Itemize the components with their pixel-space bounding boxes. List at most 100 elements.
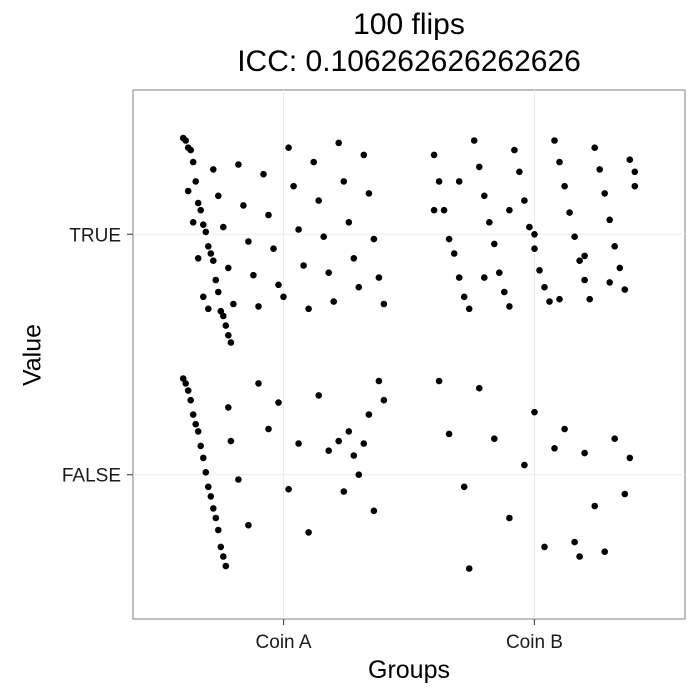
- data-point: [340, 178, 348, 185]
- data-point: [189, 158, 197, 166]
- data-point: [561, 182, 568, 190]
- data-point: [365, 411, 373, 418]
- data-point: [465, 565, 473, 572]
- data-point: [325, 447, 333, 455]
- data-point: [202, 469, 210, 476]
- data-point: [556, 295, 563, 303]
- data-point: [581, 449, 588, 457]
- data-point: [626, 454, 634, 462]
- data-point: [516, 168, 523, 176]
- data-point: [496, 269, 503, 277]
- data-point: [551, 445, 558, 452]
- plot-panel: [132, 89, 686, 620]
- data-point: [270, 245, 277, 252]
- data-point: [501, 288, 508, 296]
- data-point: [581, 252, 588, 260]
- data-point: [611, 243, 618, 250]
- data-point: [531, 245, 538, 252]
- data-point: [571, 538, 578, 546]
- data-point: [200, 293, 207, 301]
- data-point: [621, 286, 629, 293]
- data-point: [531, 231, 538, 238]
- data-point: [460, 483, 468, 491]
- data-point: [205, 483, 212, 491]
- data-point: [450, 250, 458, 257]
- data-point: [591, 502, 598, 510]
- data-point: [380, 396, 388, 404]
- data-point: [227, 437, 235, 445]
- data-point: [207, 493, 215, 500]
- data-point: [460, 293, 468, 301]
- data-point: [546, 298, 553, 305]
- y-axis-label: Value: [18, 323, 47, 387]
- data-point: [250, 271, 257, 279]
- data-point: [526, 223, 533, 231]
- data-point: [430, 151, 438, 159]
- data-point: [210, 166, 217, 173]
- data-point: [481, 192, 488, 200]
- data-point: [506, 206, 513, 214]
- data-point: [275, 399, 282, 406]
- data-point: [265, 425, 272, 433]
- x-tick-label: Coin B: [506, 632, 563, 653]
- data-point: [210, 505, 217, 512]
- data-point: [521, 197, 528, 204]
- data-point: [197, 442, 204, 450]
- data-point: [541, 543, 548, 551]
- data-point: [194, 428, 202, 435]
- data-point: [255, 380, 262, 387]
- data-point: [631, 168, 639, 176]
- data-point: [350, 254, 358, 262]
- data-point: [435, 377, 443, 385]
- data-point: [245, 521, 252, 529]
- data-point: [631, 182, 639, 190]
- data-point: [601, 190, 608, 197]
- data-point: [215, 288, 222, 296]
- data-point: [184, 387, 192, 394]
- data-point: [260, 170, 267, 178]
- data-point: [455, 274, 463, 281]
- data-point: [561, 425, 568, 433]
- data-point: [481, 274, 488, 281]
- data-point: [280, 293, 287, 301]
- data-point: [315, 197, 323, 204]
- data-point: [187, 396, 194, 404]
- x-axis-label: Groups: [368, 656, 450, 684]
- data-point: [551, 137, 558, 144]
- data-point: [531, 408, 538, 416]
- data-point: [445, 430, 453, 438]
- data-point: [189, 411, 197, 418]
- data-point: [355, 283, 363, 291]
- data-point: [375, 274, 383, 281]
- data-point: [192, 178, 199, 185]
- data-point: [455, 178, 463, 185]
- data-point: [345, 428, 353, 435]
- data-point: [576, 257, 583, 265]
- data-point: [225, 404, 232, 411]
- data-point: [230, 300, 237, 308]
- data-point: [320, 233, 328, 240]
- data-point: [360, 151, 368, 159]
- data-point: [255, 303, 262, 310]
- data-point: [491, 240, 498, 248]
- data-point: [202, 228, 210, 236]
- data-point: [217, 543, 225, 551]
- data-point: [330, 298, 338, 305]
- data-point: [227, 339, 235, 346]
- data-point: [325, 269, 333, 277]
- chart-title-line-2: ICC: 0.106262626262626: [237, 45, 581, 78]
- data-point: [222, 562, 230, 570]
- y-tick-label: TRUE: [69, 225, 121, 246]
- data-point: [205, 305, 212, 313]
- data-point: [179, 375, 187, 382]
- data-point: [486, 219, 493, 226]
- data-point: [205, 243, 212, 250]
- data-point: [370, 235, 378, 243]
- data-point: [541, 283, 548, 291]
- data-point: [606, 279, 613, 286]
- data-point: [345, 219, 353, 226]
- data-point: [606, 216, 613, 224]
- data-point: [285, 144, 292, 151]
- y-tick-label: FALSE: [62, 466, 121, 487]
